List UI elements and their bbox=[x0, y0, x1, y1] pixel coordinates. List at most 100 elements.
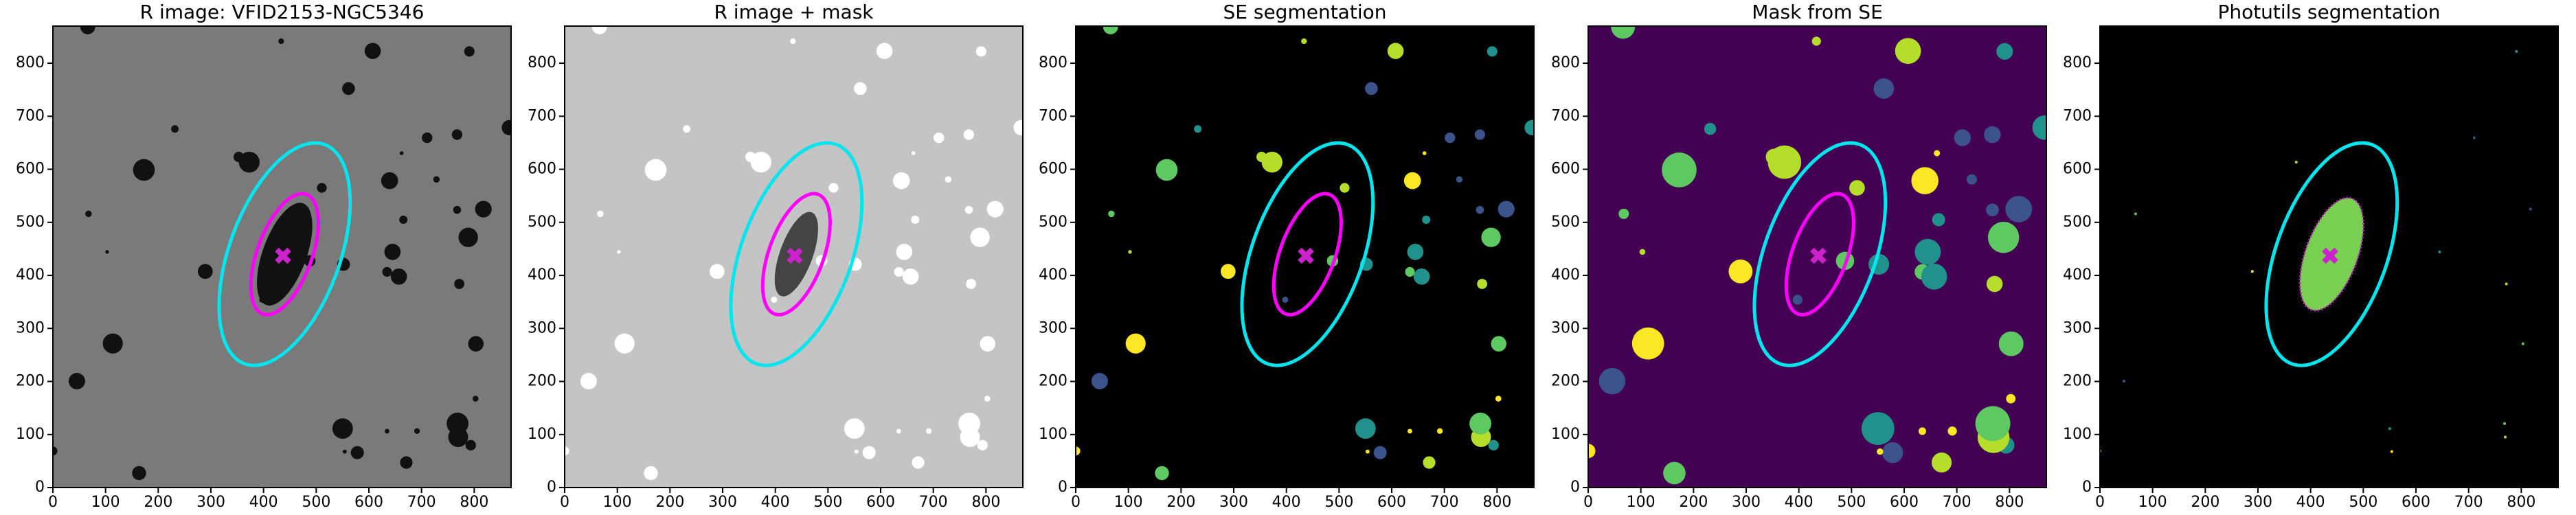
x-tick-label: 600 bbox=[866, 494, 895, 511]
axes-frame bbox=[1588, 25, 2047, 488]
source bbox=[902, 268, 919, 285]
source bbox=[465, 439, 476, 451]
source bbox=[1491, 336, 1507, 352]
x-tick-label: 300 bbox=[2244, 494, 2272, 511]
source bbox=[2503, 422, 2507, 425]
source bbox=[1487, 46, 1498, 57]
center-marker bbox=[1810, 247, 1827, 264]
image bbox=[53, 26, 511, 488]
source bbox=[644, 159, 667, 181]
x-tick-label: 200 bbox=[144, 494, 172, 511]
y-tick-label: 300 bbox=[2063, 319, 2092, 336]
x-tick-label: 700 bbox=[919, 494, 948, 511]
source bbox=[102, 333, 123, 354]
x-tick-label: 700 bbox=[2454, 494, 2483, 511]
panel: R image + mask 0 100 200 300 400 500 600 700 800 0… bbox=[528, 1, 1024, 511]
y-tick-label: 500 bbox=[2063, 214, 2092, 231]
source bbox=[1588, 444, 1596, 459]
source bbox=[1365, 82, 1378, 95]
center-marker bbox=[2322, 247, 2338, 264]
source bbox=[2250, 270, 2254, 273]
source bbox=[975, 46, 986, 57]
y-tick-label: 200 bbox=[1039, 373, 1067, 390]
source bbox=[234, 152, 245, 163]
source bbox=[1445, 132, 1456, 144]
source bbox=[433, 176, 440, 183]
source bbox=[453, 205, 462, 214]
source bbox=[350, 446, 364, 459]
y-tick-label: 100 bbox=[1039, 426, 1067, 443]
source bbox=[447, 412, 468, 435]
aperture-ellipse bbox=[249, 192, 320, 317]
source bbox=[591, 26, 607, 34]
source bbox=[53, 446, 58, 456]
source bbox=[2515, 49, 2518, 53]
aperture-ellipse bbox=[729, 141, 864, 367]
y-tick-label: 600 bbox=[16, 161, 45, 178]
source bbox=[1256, 152, 1267, 163]
source bbox=[1662, 152, 1697, 187]
source bbox=[1877, 448, 1884, 455]
source bbox=[1220, 264, 1236, 279]
source bbox=[790, 38, 796, 45]
source bbox=[317, 183, 327, 193]
source bbox=[750, 151, 771, 173]
source bbox=[384, 244, 401, 260]
y-tick-label: 800 bbox=[1551, 54, 1580, 71]
y-tick-label: 700 bbox=[16, 107, 45, 124]
source bbox=[925, 428, 932, 434]
x-tick-label: 800 bbox=[2507, 494, 2535, 511]
aperture-ellipse bbox=[1240, 141, 1375, 367]
source bbox=[984, 396, 991, 402]
source bbox=[1125, 333, 1146, 354]
panel: SE segmentation 0 100 200 300 400 500 600 700 800… bbox=[1039, 1, 1535, 511]
source bbox=[912, 456, 925, 469]
source bbox=[1986, 275, 2003, 293]
source bbox=[709, 264, 725, 279]
y-tick-label: 400 bbox=[528, 266, 556, 284]
source bbox=[1663, 461, 1686, 485]
source bbox=[614, 333, 635, 354]
source bbox=[1495, 396, 1502, 402]
source bbox=[1639, 249, 1646, 255]
y-tick-label: 500 bbox=[528, 214, 556, 231]
source bbox=[986, 201, 1004, 218]
source bbox=[1013, 119, 1023, 135]
source bbox=[2388, 427, 2391, 431]
source bbox=[2294, 161, 2298, 164]
x-tick-label: 200 bbox=[655, 494, 684, 511]
source bbox=[1986, 203, 1999, 216]
y-tick-label: 800 bbox=[16, 54, 45, 71]
source bbox=[565, 446, 569, 456]
y-tick-label: 200 bbox=[16, 373, 45, 390]
x-tick-label: 0 bbox=[1583, 494, 1593, 511]
x-tick-label: 400 bbox=[1785, 494, 1814, 511]
source bbox=[580, 373, 597, 390]
source bbox=[1998, 331, 2024, 356]
source bbox=[1403, 172, 1421, 190]
source bbox=[2521, 342, 2524, 345]
source bbox=[472, 396, 479, 402]
source bbox=[342, 449, 347, 454]
axes-frame bbox=[1075, 25, 1535, 488]
x-tick-label: 800 bbox=[971, 494, 1000, 511]
x-tick-label: 500 bbox=[813, 494, 842, 511]
source bbox=[911, 215, 920, 224]
x-tick-label: 800 bbox=[460, 494, 488, 511]
source bbox=[400, 456, 413, 469]
source bbox=[1728, 259, 1753, 284]
x-tick-label: 700 bbox=[407, 494, 436, 511]
source bbox=[332, 418, 353, 439]
aperture-ellipse bbox=[1784, 192, 1855, 317]
source bbox=[381, 172, 398, 190]
source bbox=[963, 129, 975, 140]
source bbox=[278, 38, 284, 45]
source bbox=[1422, 215, 1431, 224]
aperture-ellipse bbox=[217, 141, 352, 367]
source bbox=[1407, 428, 1412, 434]
source bbox=[2122, 380, 2125, 383]
x-tick-label: 300 bbox=[1219, 494, 1248, 511]
panel-title: R image + mask bbox=[714, 1, 874, 23]
y-tick-label: 0 bbox=[1058, 479, 1067, 496]
y-tick-label: 300 bbox=[1039, 319, 1067, 336]
